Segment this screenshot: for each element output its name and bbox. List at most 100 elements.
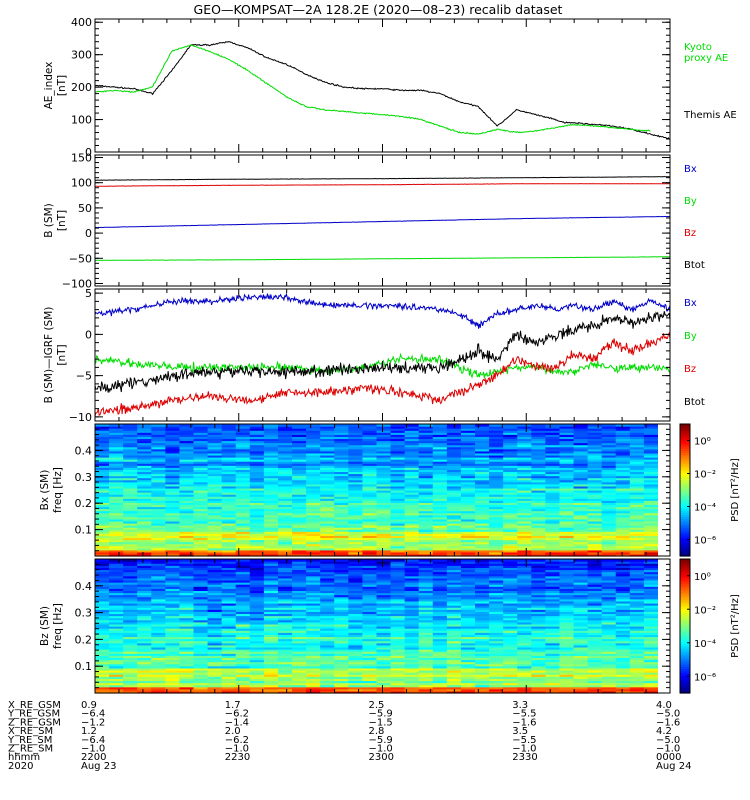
- spectrogram-cell: [235, 434, 251, 437]
- spectrogram-cell: [404, 545, 420, 549]
- spectrogram-cell: [559, 547, 575, 551]
- spectrogram-cell: [404, 626, 420, 629]
- spectrogram-cell: [629, 539, 645, 543]
- spectrogram-cell: [376, 539, 392, 543]
- spectrogram-cell: [263, 547, 279, 551]
- spectrogram-cell: [165, 607, 181, 610]
- spectrogram-cell: [165, 496, 181, 499]
- spectrogram-cell: [165, 561, 181, 564]
- spectrogram-cell: [306, 682, 321, 686]
- spectrogram-cell: [376, 452, 392, 456]
- spectrogram-cell: [320, 579, 335, 583]
- y-axis-label: Bx (SM): [39, 470, 51, 511]
- spectrogram-cell: [517, 520, 532, 524]
- spectrogram-cell: [193, 428, 209, 431]
- spectrogram-cell: [306, 471, 321, 475]
- spectrogram-cell: [263, 479, 279, 483]
- spectrogram-cell: [446, 674, 462, 677]
- spectrogram-cell: [193, 642, 209, 646]
- spectrogram-cell: [531, 525, 546, 528]
- spectrogram-cell: [446, 680, 462, 684]
- spectrogram-cell: [475, 586, 490, 589]
- spectrogram-cell: [165, 632, 181, 635]
- spectrogram-cell: [643, 520, 659, 524]
- spectrogram-cell: [165, 644, 181, 648]
- spectrogram-cell: [334, 500, 349, 503]
- spectrogram-cell: [292, 461, 307, 464]
- spectrogram-cell: [249, 481, 265, 485]
- spectrogram-cell: [643, 498, 659, 501]
- spectrogram-cell: [207, 659, 223, 663]
- spectrogram-cell: [320, 582, 335, 585]
- spectrogram-cell: [362, 487, 378, 491]
- spectrogram-cell: [432, 611, 448, 615]
- spectrogram-cell: [151, 569, 166, 573]
- spectrogram-cell: [193, 459, 209, 462]
- spectrogram-cell: [277, 496, 293, 499]
- spectrogram-cell: [249, 642, 265, 646]
- spectrogram-cell: [418, 502, 434, 506]
- spectrogram-cell: [601, 500, 617, 503]
- spectrogram-cell: [221, 642, 237, 646]
- spectrogram-cell: [489, 428, 504, 431]
- spectrogram-cell: [320, 644, 335, 648]
- spectrogram-cell: [249, 438, 265, 442]
- spectrogram-cell: [559, 533, 575, 536]
- spectrogram-cell: [109, 529, 124, 532]
- spectrogram-cell: [517, 496, 532, 499]
- spectrogram-cell: [348, 494, 364, 497]
- spectrogram-cell: [404, 452, 420, 456]
- spectrogram-cell: [193, 588, 209, 591]
- spectrogram-cell: [559, 539, 575, 543]
- spectrogram-cell: [489, 500, 504, 503]
- spectrogram-cell: [277, 623, 293, 627]
- spectrogram-cell: [475, 676, 490, 679]
- spectrogram-cell: [348, 571, 364, 575]
- spectrogram-cell: [334, 569, 349, 573]
- spectrogram-cell: [432, 454, 448, 458]
- spectrogram-cell: [249, 628, 265, 631]
- spectrogram-cell: [123, 461, 138, 464]
- spectrogram-cell: [165, 567, 181, 571]
- spectrogram-cell: [221, 567, 237, 571]
- spectrogram-cell: [165, 463, 181, 466]
- spectrogram-cell: [362, 496, 378, 499]
- spectrogram-cell: [320, 626, 335, 629]
- spectrogram-cell: [418, 605, 434, 608]
- spectrogram-cell: [320, 428, 335, 431]
- spectrogram-cell: [629, 487, 645, 491]
- spectrogram-cell: [221, 661, 237, 665]
- spectrogram-cell: [263, 457, 279, 460]
- spectrogram-cell: [404, 473, 420, 477]
- spectrogram-cell: [432, 626, 448, 629]
- spectrogram-cell: [517, 471, 532, 475]
- spectrogram-cell: [404, 426, 420, 429]
- spectrogram-cell: [334, 424, 349, 427]
- spectrogram-cell: [376, 432, 392, 435]
- spectrogram-cell: [249, 440, 265, 444]
- spectrogram-cell: [207, 471, 223, 475]
- spectrogram-cell: [277, 485, 293, 489]
- spectrogram-cell: [109, 626, 124, 629]
- spectrogram-cell: [404, 619, 420, 623]
- spectrogram-cell: [221, 621, 237, 625]
- spectrogram-cell: [306, 512, 321, 516]
- spectrogram-cell: [277, 508, 293, 512]
- spectrogram-cell: [221, 551, 237, 555]
- spectrogram-cell: [376, 613, 392, 617]
- spectrogram-cell: [137, 667, 152, 671]
- spectrogram-cell: [545, 504, 561, 508]
- spectrogram-cell: [249, 475, 265, 479]
- spectrogram-cell: [207, 646, 223, 650]
- spectrogram-cell: [306, 559, 321, 562]
- spectrogram-cell: [165, 653, 181, 656]
- spectrogram-cell: [306, 615, 321, 619]
- spectrogram-cell: [277, 649, 293, 652]
- spectrogram-cell: [306, 506, 321, 510]
- spectrogram-cell: [235, 471, 251, 475]
- spectrogram-cell: [601, 471, 617, 475]
- spectrogram-cell: [531, 529, 546, 532]
- spectrogram-cell: [503, 510, 518, 514]
- spectrogram-cell: [334, 510, 349, 514]
- spectrogram-cell: [629, 442, 645, 446]
